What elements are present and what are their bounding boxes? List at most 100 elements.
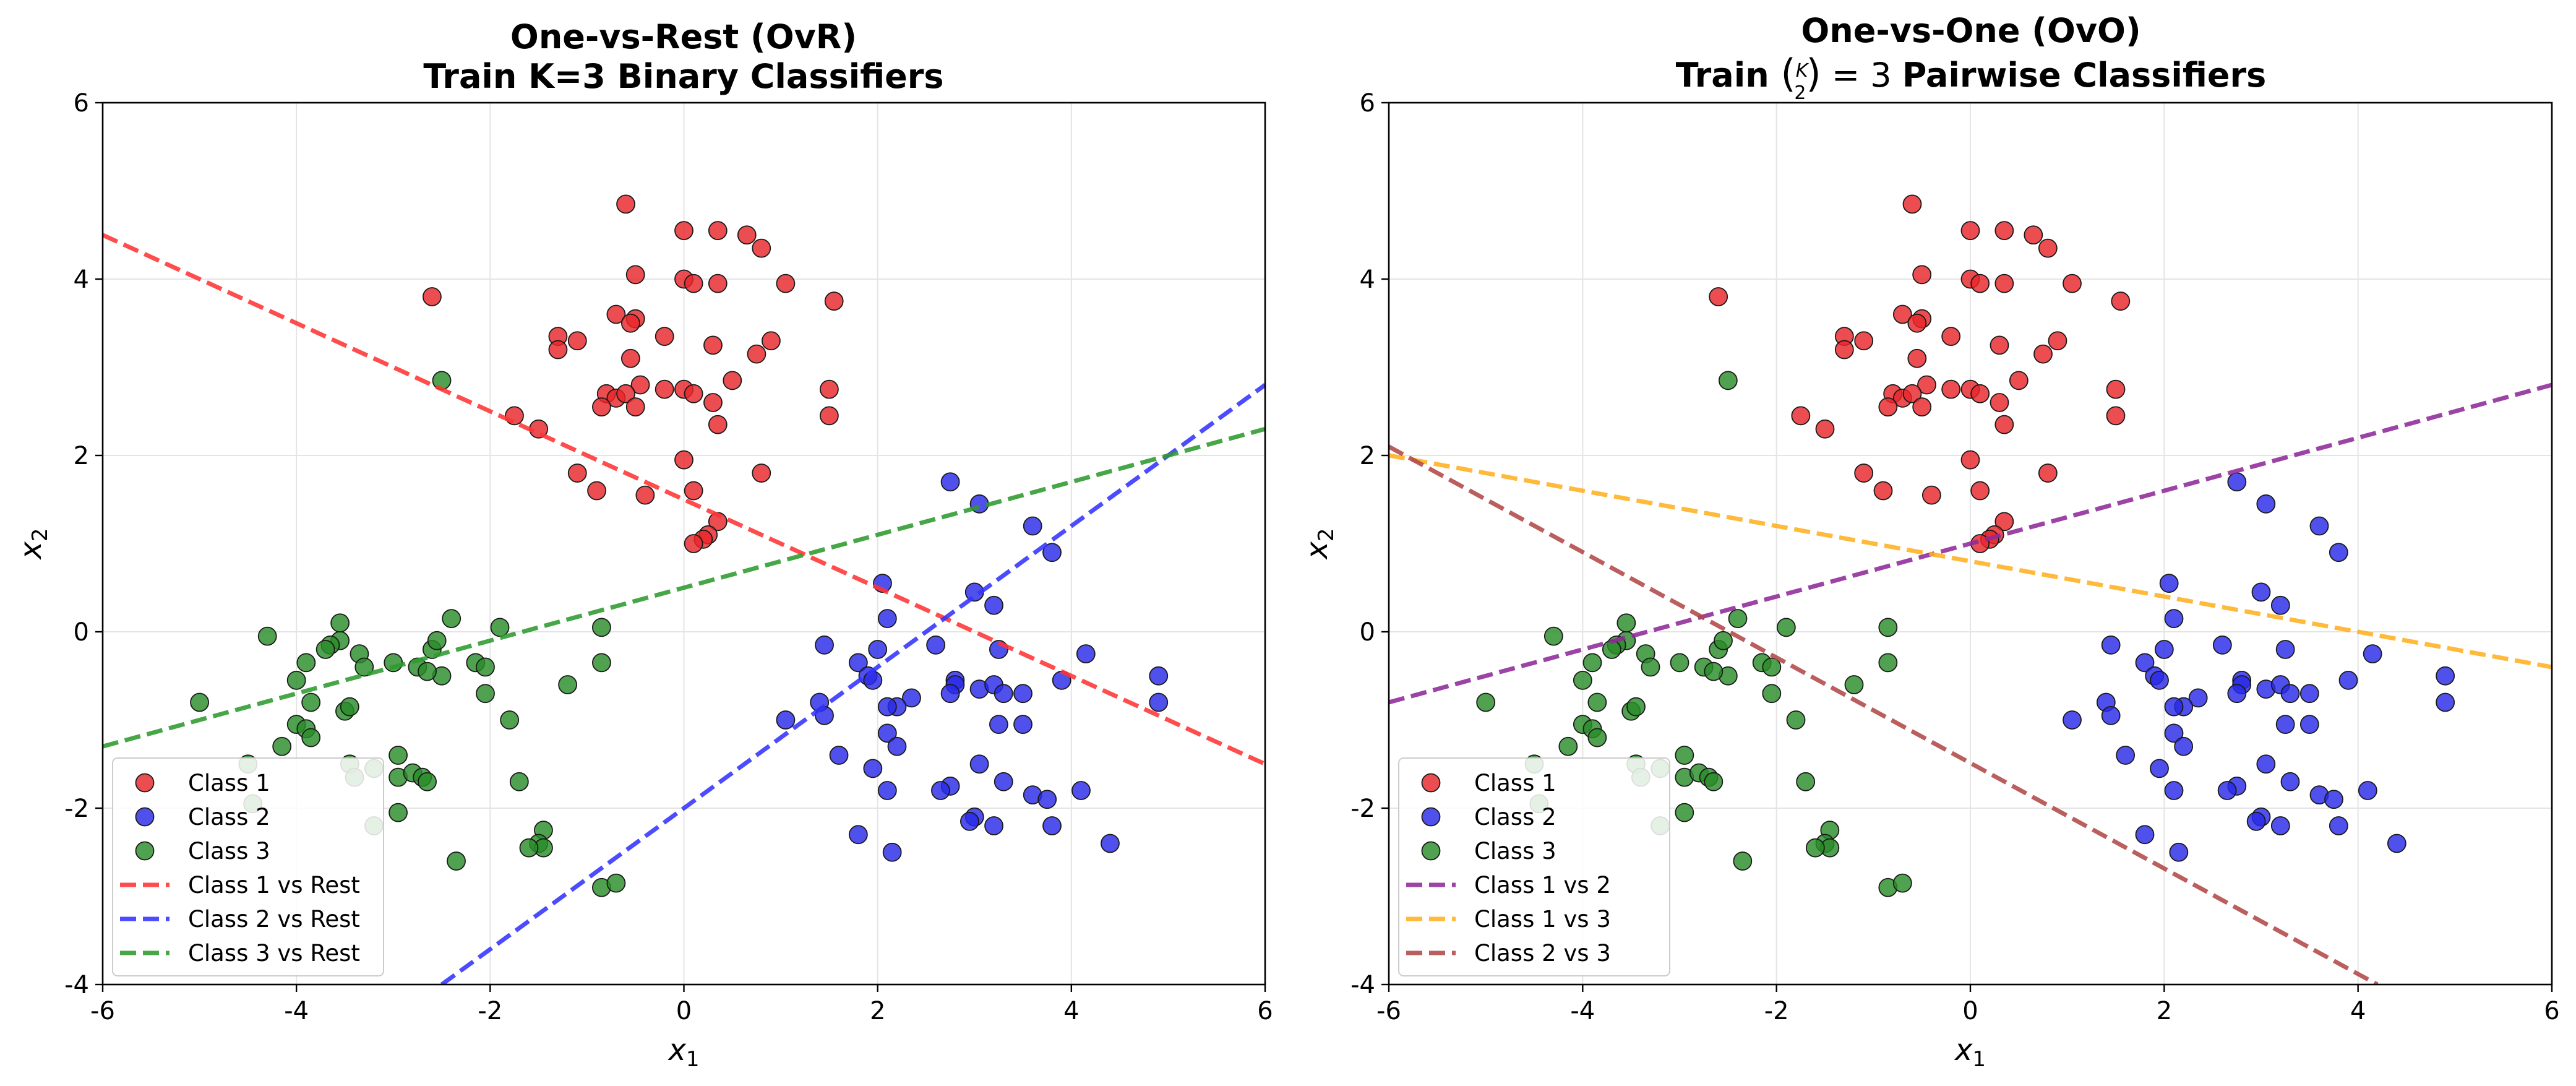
class2-point (2324, 790, 2343, 809)
class3-point (389, 803, 408, 822)
y-tick-label: 4 (1360, 265, 1375, 294)
class2-point (863, 670, 883, 690)
class3-point (389, 746, 408, 765)
class1-point (1994, 274, 2014, 293)
class1-point (2063, 274, 2082, 293)
class1-point (824, 291, 844, 311)
x-tick-label: -4 (284, 997, 309, 1025)
class2-point (2299, 715, 2319, 735)
class3-point (418, 662, 437, 681)
class1-point (684, 274, 703, 293)
class2-point (2227, 684, 2247, 704)
class1-point (1892, 304, 1912, 324)
legend-box (112, 757, 384, 976)
class2-point (984, 595, 1003, 615)
class2-point (2101, 705, 2121, 725)
class2-point (829, 746, 849, 765)
class1-point (674, 221, 693, 241)
class2-point (2164, 723, 2184, 743)
decision-line-3 (1389, 444, 2379, 985)
left-title-line2: Train K=3 Binary Classifiers (423, 57, 943, 96)
class2-point (2338, 670, 2358, 690)
decision-line-1 (1389, 382, 2552, 705)
class2-point (940, 472, 960, 492)
legend: Class 1 Class 2 Class 3 Class 1 vs Rest Clas… (112, 757, 384, 976)
class1-point (2048, 331, 2067, 351)
class1-legend-marker (1421, 773, 1441, 793)
class1-point (1917, 375, 1936, 395)
class2-point (2299, 684, 2319, 704)
class2-point (2164, 781, 2184, 800)
class2-point (994, 772, 1013, 791)
class2-point (2227, 472, 2247, 492)
class2-point (2135, 825, 2155, 845)
class3-point (1641, 657, 1660, 677)
data-points (1476, 194, 2455, 897)
class1-point (1970, 384, 1990, 403)
class3-point (558, 675, 577, 694)
class2-point (2135, 653, 2155, 673)
class2-point (1013, 715, 1033, 735)
class2-point (2270, 816, 2290, 835)
class3-point (1476, 692, 1496, 712)
class3-point (1582, 653, 1602, 673)
class1-point (1970, 481, 1990, 501)
class1-point (1941, 379, 1961, 399)
class2-point (882, 842, 902, 862)
class1-point (620, 313, 640, 333)
class2-point (815, 635, 834, 655)
class1-point (1994, 221, 2014, 241)
class2-point (887, 736, 907, 756)
class3-legend-marker (1421, 841, 1441, 861)
class3-point (1844, 675, 1864, 694)
class1-point (1815, 419, 1835, 439)
legend-label: Class 1 (1474, 770, 1556, 796)
class3-point (1796, 772, 1816, 791)
class1-point (1941, 327, 1961, 347)
class2-point (2217, 781, 2237, 800)
class2-point (931, 781, 950, 800)
class3-point (1587, 692, 1607, 712)
y-tick-label: -2 (64, 795, 89, 823)
legend-label: Class 2 vs 3 (1474, 940, 1611, 967)
class3-point (1718, 371, 1738, 390)
class2-point (989, 715, 1008, 735)
y-tick-label: 0 (1360, 618, 1375, 647)
class2-point (2280, 684, 2300, 704)
class3-point (1704, 662, 1724, 681)
y-tick-label: -2 (1350, 795, 1375, 823)
class3-point (592, 653, 611, 673)
class1-point (616, 194, 635, 214)
x-tick-label: 0 (676, 997, 692, 1025)
class1-point (1960, 450, 1980, 470)
class1-point (1854, 331, 1874, 351)
class1-point (587, 481, 606, 501)
class2-legend-marker (135, 807, 155, 827)
legend-label: Class 1 vs 3 (1474, 906, 1611, 933)
class2-point (2436, 692, 2455, 712)
legend-label: Class 3 vs Rest (188, 940, 360, 967)
class1-point (1878, 397, 1898, 417)
x-tick-label: 6 (1257, 997, 1273, 1025)
class2-point (1101, 834, 1120, 853)
class2-point (960, 811, 979, 831)
class1-point (592, 397, 611, 417)
class1-point (1902, 384, 1922, 403)
class2-point (2101, 635, 2121, 655)
legend-label: Class 1 vs Rest (188, 872, 360, 899)
right-title-line1: One-vs-One (OvO) (1801, 11, 2140, 50)
class3-point (476, 684, 495, 704)
class3-point (340, 697, 359, 717)
class3-point (1558, 736, 1578, 756)
class1-point (625, 265, 645, 285)
x-tick-label: -6 (90, 997, 115, 1025)
class3-point (1626, 697, 1646, 717)
class1-point (684, 384, 703, 403)
x-tick-label: -4 (1570, 997, 1595, 1025)
class1-point (505, 406, 524, 426)
x-tick-label: 2 (870, 997, 885, 1025)
x-tick-label: -6 (1376, 997, 1401, 1025)
class1-point (1912, 265, 1932, 285)
class3-point (301, 728, 321, 748)
